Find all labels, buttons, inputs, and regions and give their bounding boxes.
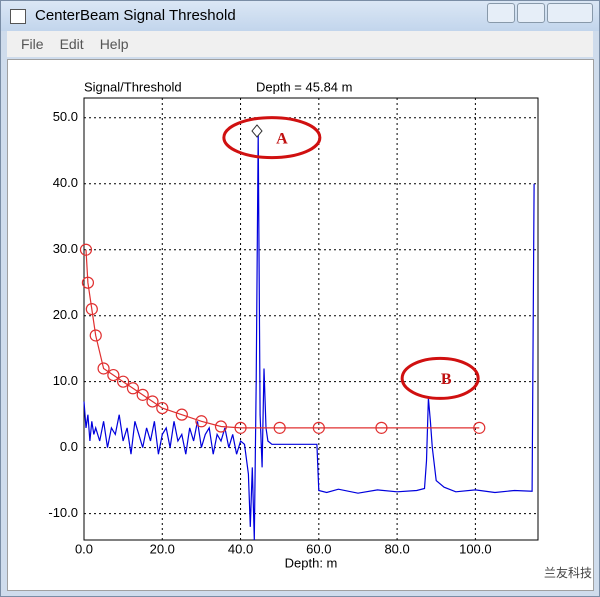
y-tick-label: 0.0 — [60, 439, 78, 454]
threshold-marker — [375, 421, 388, 434]
minimize-button[interactable] — [487, 3, 515, 23]
threshold-marker — [175, 408, 188, 421]
chart-subtitle: Depth = 45.84 m — [256, 79, 352, 94]
threshold-marker — [473, 421, 486, 434]
threshold-marker — [126, 382, 140, 395]
window-buttons — [487, 3, 593, 23]
threshold-marker — [97, 362, 110, 375]
threshold-marker — [146, 395, 159, 408]
threshold-marker — [117, 375, 130, 388]
x-axis-label: Depth: m — [285, 555, 338, 570]
maximize-button[interactable] — [517, 3, 545, 23]
menu-bar: File Edit Help — [7, 31, 593, 57]
annotation-ellipse — [222, 116, 322, 160]
y-tick-label: 20.0 — [53, 307, 78, 322]
y-tick-label: 50.0 — [53, 109, 78, 124]
threshold-marker — [81, 276, 95, 289]
threshold-marker — [156, 401, 169, 415]
x-tick-label: 80.0 — [384, 541, 409, 556]
x-tick-label: 60.0 — [306, 541, 331, 556]
annotation-ellipse — [400, 356, 480, 400]
watermark: 兰友科技 — [544, 566, 592, 580]
y-tick-label: -10.0 — [48, 505, 78, 520]
plot-area — [83, 97, 539, 541]
app-icon — [10, 9, 26, 24]
menu-item[interactable]: Help — [99, 36, 129, 52]
threshold-marker — [195, 415, 208, 428]
annotation-label: A — [276, 130, 288, 147]
window-title: CenterBeam Signal Threshold — [35, 7, 236, 24]
x-tick-label: 40.0 — [228, 541, 253, 556]
y-tick-label: 30.0 — [53, 241, 78, 256]
threshold-marker — [136, 388, 149, 401]
threshold-marker — [273, 421, 286, 434]
threshold-marker — [85, 303, 98, 316]
x-tick-label: 0.0 — [75, 541, 93, 556]
threshold-marker — [107, 368, 120, 382]
x-tick-label: 100.0 — [459, 541, 492, 556]
y-tick-label: 10.0 — [53, 373, 78, 388]
series-line — [83, 130, 535, 541]
y-tick-label: 40.0 — [53, 175, 78, 190]
threshold-marker — [79, 243, 93, 256]
depth-marker — [251, 124, 263, 138]
threshold-marker — [89, 329, 102, 342]
annotation-label: B — [441, 371, 452, 388]
threshold-marker — [312, 421, 325, 434]
menu-item[interactable]: Edit — [59, 36, 84, 52]
chart-title: Signal/Threshold — [84, 79, 182, 94]
series-line — [85, 249, 480, 429]
title-bar: CenterBeam Signal Threshold — [1, 1, 599, 31]
threshold-marker — [234, 421, 247, 434]
close-button[interactable] — [547, 3, 593, 23]
x-tick-label: 20.0 — [150, 541, 175, 556]
menu-item[interactable]: File — [21, 36, 44, 52]
threshold-marker — [214, 420, 228, 433]
